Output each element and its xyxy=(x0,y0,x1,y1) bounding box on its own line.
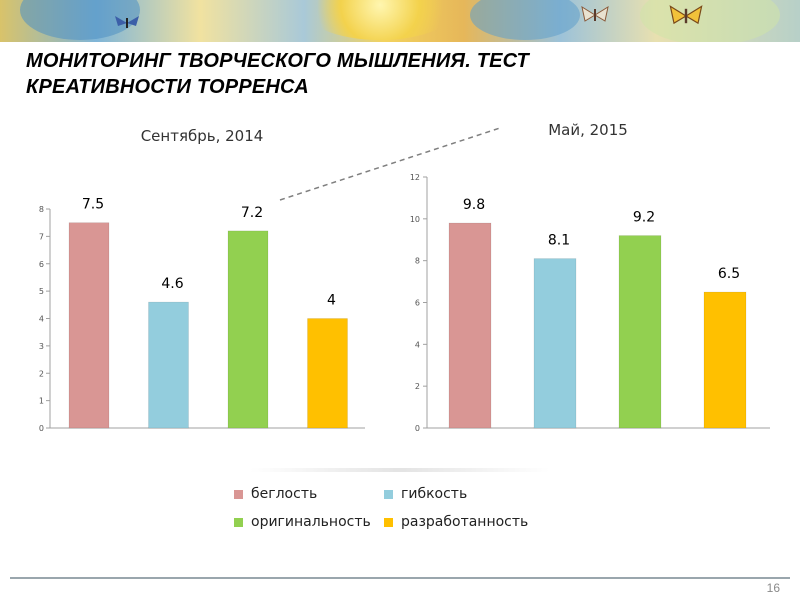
legend-swatch xyxy=(234,517,243,527)
bar-value-label: 9.8 xyxy=(463,197,485,213)
bar-value-label: 4.6 xyxy=(161,276,183,292)
bar-4 xyxy=(703,291,747,429)
y-tick-label: 4 xyxy=(415,340,420,349)
y-tick-label: 8 xyxy=(39,205,44,214)
bar-3 xyxy=(227,230,269,429)
y-tick-label: 0 xyxy=(39,424,44,433)
decorative-banner xyxy=(0,0,800,42)
y-tick-label: 5 xyxy=(39,287,44,296)
bar-2 xyxy=(148,301,189,429)
legend-swatch xyxy=(384,489,393,499)
bar-value-label: 8.1 xyxy=(548,233,570,249)
butterfly-icon xyxy=(581,6,609,22)
legend-swatch xyxy=(234,489,243,499)
bar-4 xyxy=(307,318,348,429)
chart-title: Май, 2015 xyxy=(548,121,628,139)
bar-2 xyxy=(533,258,577,429)
dashed-connector xyxy=(279,127,501,201)
swirl-decoration xyxy=(470,0,580,40)
divider-shadow xyxy=(250,468,550,472)
bar-value-label: 4 xyxy=(327,293,336,309)
bar-1 xyxy=(68,222,110,429)
y-tick-label: 8 xyxy=(415,257,420,266)
y-tick-label: 7 xyxy=(39,232,44,241)
y-tick-label: 6 xyxy=(415,299,420,308)
legend-item-elaboration: разработанность xyxy=(384,514,528,530)
slide-title-line2: КРЕАТИВНОСТИ ТОРРЕНСА xyxy=(26,76,309,98)
legend-swatch xyxy=(384,517,393,527)
bar-value-label: 7.2 xyxy=(241,205,263,221)
footer-divider xyxy=(10,577,790,579)
chart-title: Сентябрь, 2014 xyxy=(141,127,264,145)
butterfly-icon xyxy=(669,5,703,25)
y-tick-label: 2 xyxy=(415,382,420,391)
butterfly-icon xyxy=(115,16,139,28)
y-tick-label: 3 xyxy=(39,342,44,351)
legend-item-fluency: беглость xyxy=(234,486,317,502)
legend-item-originality: оригинальность xyxy=(234,514,371,530)
bar-1 xyxy=(448,222,492,429)
y-tick-label: 1 xyxy=(39,397,44,406)
legend-item-flexibility: гибкость xyxy=(384,486,467,502)
bar-value-label: 9.2 xyxy=(633,210,655,226)
y-tick-label: 12 xyxy=(410,173,420,182)
chart-legend: беглость гибкость оригинальность разрабо… xyxy=(234,486,554,536)
legend-label: гибкость xyxy=(401,486,468,502)
slide-title-line1: МОНИТОРИНГ ТВОРЧЕСКОГО МЫШЛЕНИЯ. ТЕСТ xyxy=(26,50,529,72)
bar-value-label: 7.5 xyxy=(82,197,104,213)
slide-title: МОНИТОРИНГ ТВОРЧЕСКОГО МЫШЛЕНИЯ. ТЕСТ КР… xyxy=(26,48,666,100)
bar-3 xyxy=(618,235,662,429)
swirl-decoration xyxy=(640,0,780,42)
y-tick-label: 2 xyxy=(39,369,44,378)
legend-label: беглость xyxy=(251,486,318,502)
y-tick-label: 0 xyxy=(415,424,420,433)
y-tick-label: 6 xyxy=(39,260,44,269)
bar-value-label: 6.5 xyxy=(718,266,740,282)
legend-label: оригинальность xyxy=(251,514,371,530)
page-number: 16 xyxy=(766,581,780,595)
y-tick-label: 4 xyxy=(39,315,44,324)
y-tick-label: 10 xyxy=(410,215,420,224)
legend-label: разработанность xyxy=(401,514,529,530)
